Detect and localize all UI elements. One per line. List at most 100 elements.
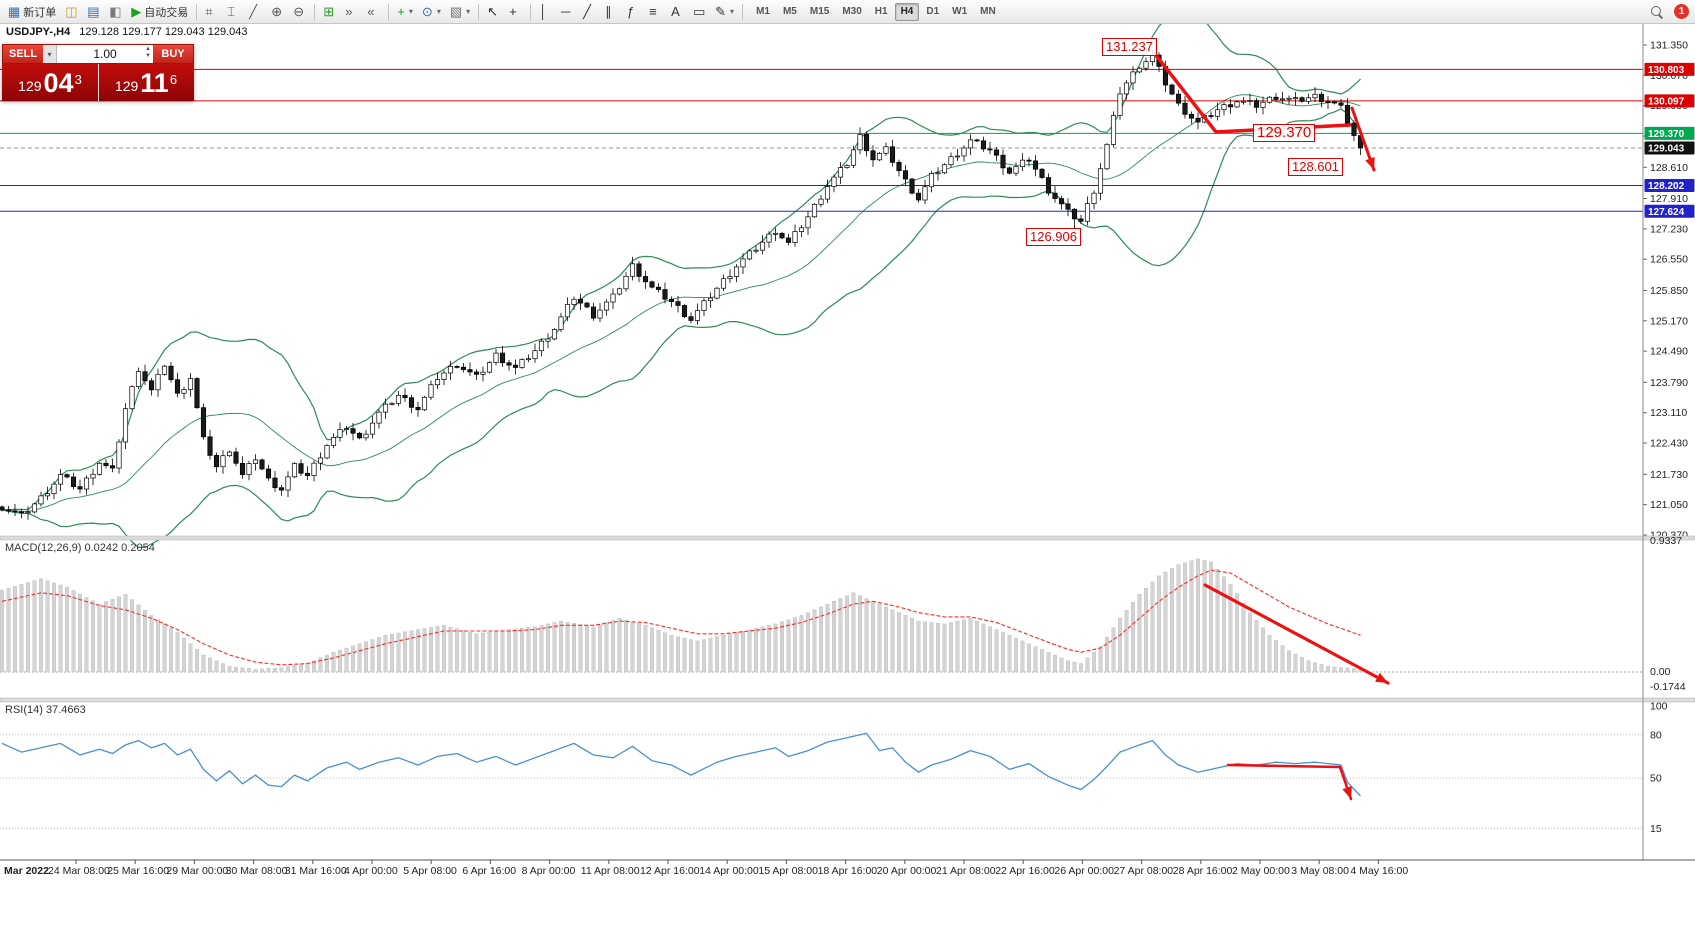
candlestick-chart-icon[interactable]: ⌶	[223, 2, 244, 22]
zoom-in-icon[interactable]: ⊕	[267, 2, 288, 22]
auto-scroll-icon[interactable]: »	[341, 2, 362, 22]
buy-price-main: 129	[114, 78, 139, 94]
time-axis-label: 22 Apr 16:00	[995, 865, 1055, 877]
price-tag-127.624	[1644, 204, 1695, 218]
timeframe-button-h1[interactable]: H1	[869, 3, 894, 21]
price-divider	[98, 64, 99, 101]
order-controls-row: SELL ▾ 1.00 ▲ ▼ BUY	[2, 44, 194, 64]
time-axis-label: 26 Apr 00:00	[1054, 865, 1114, 877]
auto-trading-button-label: 自动交易	[144, 6, 189, 19]
price-axis-label: 128.610	[1650, 162, 1688, 174]
timeframe-button-h4[interactable]: H4	[894, 2, 920, 21]
time-axis-label: Mar 2022	[4, 865, 49, 877]
cursor-icon[interactable]: ↖	[483, 2, 504, 22]
svg-text:130.097: 130.097	[1648, 96, 1685, 107]
data-window-icon[interactable]: ▤	[83, 2, 104, 22]
timeframe-button-d1[interactable]: D1	[920, 3, 945, 21]
toolbar-separator	[314, 3, 316, 20]
caret-icon: ▾	[466, 7, 471, 16]
timeframe-button-m5[interactable]: M5	[777, 3, 803, 21]
text-icon-glyph: A	[671, 4, 680, 19]
price-axis-label: 121.050	[1650, 499, 1688, 511]
macd-signal-line	[1, 569, 1361, 666]
arrows-tool-icon[interactable]: ✎ ▾	[711, 2, 738, 22]
panel-separator[interactable]	[0, 697, 1695, 703]
channel-icon-glyph: ∥	[605, 4, 612, 19]
volume-stepper[interactable]: ▲ ▼	[145, 46, 151, 59]
macd-axis-label: 0.9337	[1650, 535, 1682, 547]
caret-icon: ▾	[730, 7, 735, 16]
trend-arrow[interactable]	[1203, 583, 1390, 685]
shapes-icon-glyph: ≡	[649, 4, 657, 19]
tile-windows-icon[interactable]: ⊞	[319, 2, 340, 22]
trendline-icon[interactable]: ╱	[579, 2, 600, 22]
panel-separator[interactable]	[0, 535, 1695, 541]
chart-shift-icon[interactable]: «	[363, 2, 384, 22]
time-axis-label: 6 Apr 16:00	[462, 865, 517, 877]
text-label-icon-glyph: ▭	[693, 4, 706, 19]
price-annotation-131237[interactable]: 131.237	[1102, 38, 1157, 56]
strategy-tester-icon-glyph: ◧	[109, 4, 122, 19]
timeframe-button-m1[interactable]: M1	[750, 3, 776, 21]
vertical-line-icon[interactable]: │	[535, 2, 556, 22]
sell-button[interactable]: SELL	[3, 45, 43, 63]
time-axis-label: 15 Apr 08:00	[758, 865, 818, 877]
channel-icon[interactable]: ∥	[601, 2, 622, 22]
svg-text:127.624: 127.624	[1648, 207, 1685, 218]
search-icon[interactable]	[1650, 5, 1664, 19]
price-annotation-129370[interactable]: 129.370	[1253, 124, 1316, 142]
price-tag-129.043	[1644, 141, 1695, 155]
price-axis-label: 121.730	[1650, 469, 1688, 481]
crosshair-icon-glyph: +	[509, 4, 517, 19]
new-chart-icon[interactable]: + ▾	[393, 2, 417, 22]
sell-price-pips: 04	[43, 68, 74, 98]
chart-screenshot-icon[interactable]: ◫	[61, 2, 82, 22]
macd-axis-label: 0.00	[1650, 666, 1671, 678]
crosshair-icon[interactable]: +	[505, 2, 526, 22]
period-icon[interactable]: ⊙ ▾	[418, 2, 445, 22]
template-icon[interactable]: ▧ ▾	[446, 2, 474, 22]
notification-badge[interactable]: 1	[1674, 4, 1689, 19]
buy-button[interactable]: BUY	[153, 45, 193, 63]
volume-input[interactable]: 1.00 ▲ ▼	[57, 45, 153, 63]
new-order-glyph: ▦	[8, 4, 21, 19]
chart-area: 131.350130.670129.990129.310128.610127.9…	[0, 24, 1695, 946]
time-axis-label: 28 Apr 16:00	[1172, 865, 1233, 877]
price-annotation-126906[interactable]: 126.906	[1026, 228, 1081, 246]
rsi-axis-label: 100	[1650, 701, 1668, 713]
time-axis-label: 14 Apr 00:00	[699, 865, 759, 877]
bar-chart-icon[interactable]: ⌗	[201, 2, 222, 22]
timeframe-button-m15[interactable]: M15	[804, 3, 835, 21]
price-annotation-128601[interactable]: 128.601	[1288, 158, 1343, 176]
line-chart-icon[interactable]: ╱	[245, 2, 266, 22]
strategy-tester-icon[interactable]: ◧	[105, 2, 126, 22]
svg-text:128.202: 128.202	[1648, 181, 1685, 192]
new-order-button[interactable]: ▦ 新订单	[4, 2, 60, 22]
timeframe-button-mn[interactable]: MN	[974, 3, 1002, 21]
shapes-icon[interactable]: ≡	[645, 2, 666, 22]
toolbar-separator	[478, 3, 480, 20]
sell-price-main: 129	[18, 78, 42, 94]
rsi-indicator-label: RSI(14) 37.4663	[5, 704, 86, 716]
price-axis-label: 125.850	[1650, 285, 1688, 297]
timeframe-button-m30[interactable]: M30	[836, 3, 867, 21]
text-icon[interactable]: A	[667, 2, 688, 22]
timeframe-button-w1[interactable]: W1	[946, 3, 973, 21]
zoom-out-icon[interactable]: ⊖	[289, 2, 310, 22]
fibonacci-icon[interactable]: ƒ	[623, 2, 644, 22]
price-axis-label: 124.490	[1650, 346, 1688, 358]
time-axis[interactable]: Mar 2022 24 Mar 08:00 25 Mar 16:00 29 Mar 0…	[0, 864, 1695, 880]
symbol-period-label: USDJPY-,H4	[6, 26, 71, 38]
text-label-icon[interactable]: ▭	[689, 2, 710, 22]
new-chart-icon-glyph: +	[397, 4, 405, 19]
bollinger-band	[1, 94, 1361, 512]
time-axis-label: 29 Mar 00:00	[166, 865, 229, 877]
auto-trading-button[interactable]: ▶ 自动交易	[127, 2, 192, 22]
bollinger-band	[1, 108, 1362, 549]
time-axis-label: 25 Mar 16:00	[107, 865, 170, 877]
sell-price-display[interactable]: 129 04 3	[2, 64, 98, 101]
buy-price-display[interactable]: 129 11 6	[98, 64, 194, 101]
volume-dropdown-caret[interactable]: ▾	[43, 45, 57, 63]
horizontal-line-icon[interactable]: ─	[557, 2, 578, 22]
chart-canvas[interactable]: 131.350130.670129.990129.310128.610127.9…	[0, 24, 1695, 946]
